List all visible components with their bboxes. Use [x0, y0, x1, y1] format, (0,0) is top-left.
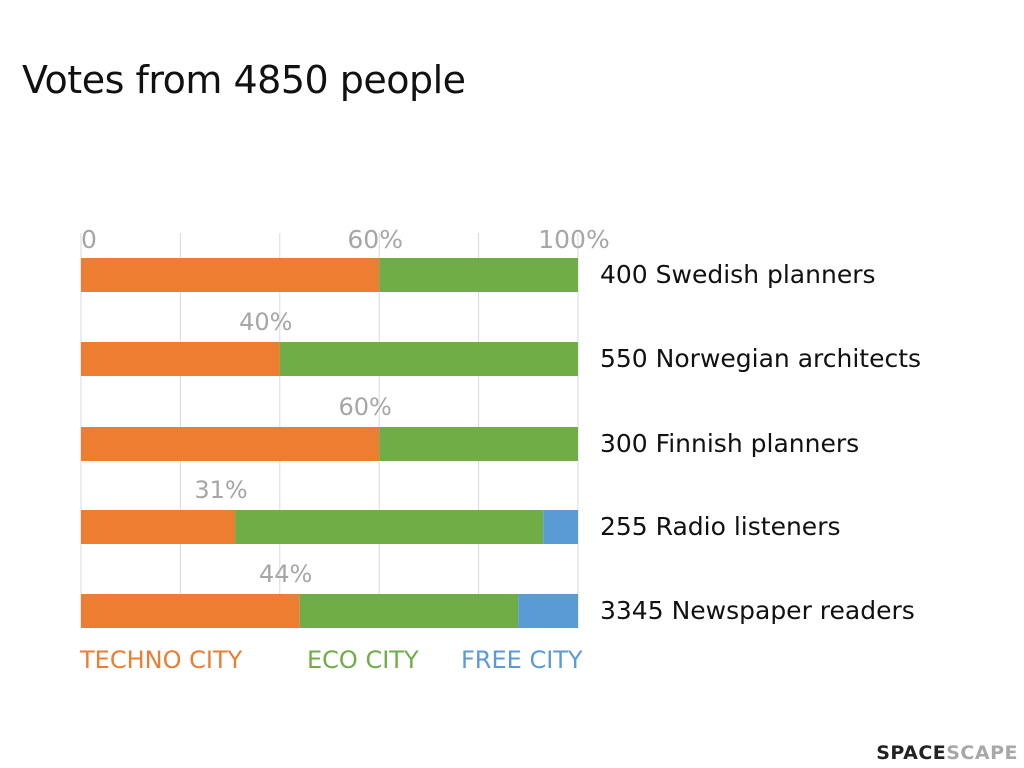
- bar-segment: [235, 510, 544, 544]
- bar-segment: [81, 510, 236, 544]
- bar-segment: [299, 594, 519, 628]
- bar-segment: [279, 342, 578, 376]
- page-title: Votes from 4850 people: [22, 58, 466, 102]
- category-label: 3345 Newspaper readers: [600, 596, 915, 625]
- category-label: 255 Radio listeners: [600, 512, 841, 541]
- axis-tick-label: 100%: [538, 225, 609, 254]
- data-label: 60%: [339, 393, 392, 421]
- bar-segment: [81, 594, 300, 628]
- axis-tick-label: 0: [81, 225, 97, 254]
- bar-segment: [81, 258, 380, 292]
- axis-tick-label: 60%: [347, 225, 403, 254]
- bar-segment: [543, 510, 578, 544]
- data-label: 40%: [239, 308, 292, 336]
- data-label: 44%: [259, 560, 312, 588]
- bar-segment: [379, 258, 578, 292]
- brand-logo: SPACESCAPE: [876, 742, 1018, 764]
- logo-part-2: SCAPE: [946, 742, 1018, 764]
- legend-entry: FREE CITY: [461, 646, 583, 674]
- bar-segment: [81, 342, 280, 376]
- legend-entry: ECO CITY: [307, 646, 419, 674]
- category-label: 400 Swedish planners: [600, 260, 876, 289]
- bar-segment: [518, 594, 578, 628]
- bar-segment: [379, 427, 578, 461]
- category-label: 550 Norwegian architects: [600, 344, 921, 373]
- logo-part-1: SPACE: [876, 742, 947, 764]
- legend-entry: TECHNO CITY: [79, 646, 243, 674]
- bar-segment: [81, 427, 380, 461]
- category-label: 300 Finnish planners: [600, 429, 859, 458]
- data-label: 31%: [194, 476, 247, 504]
- stacked-bar-chart: 0 60% 100% 40% 60% 31% 44% 400 Swedish planners…: [79, 225, 921, 674]
